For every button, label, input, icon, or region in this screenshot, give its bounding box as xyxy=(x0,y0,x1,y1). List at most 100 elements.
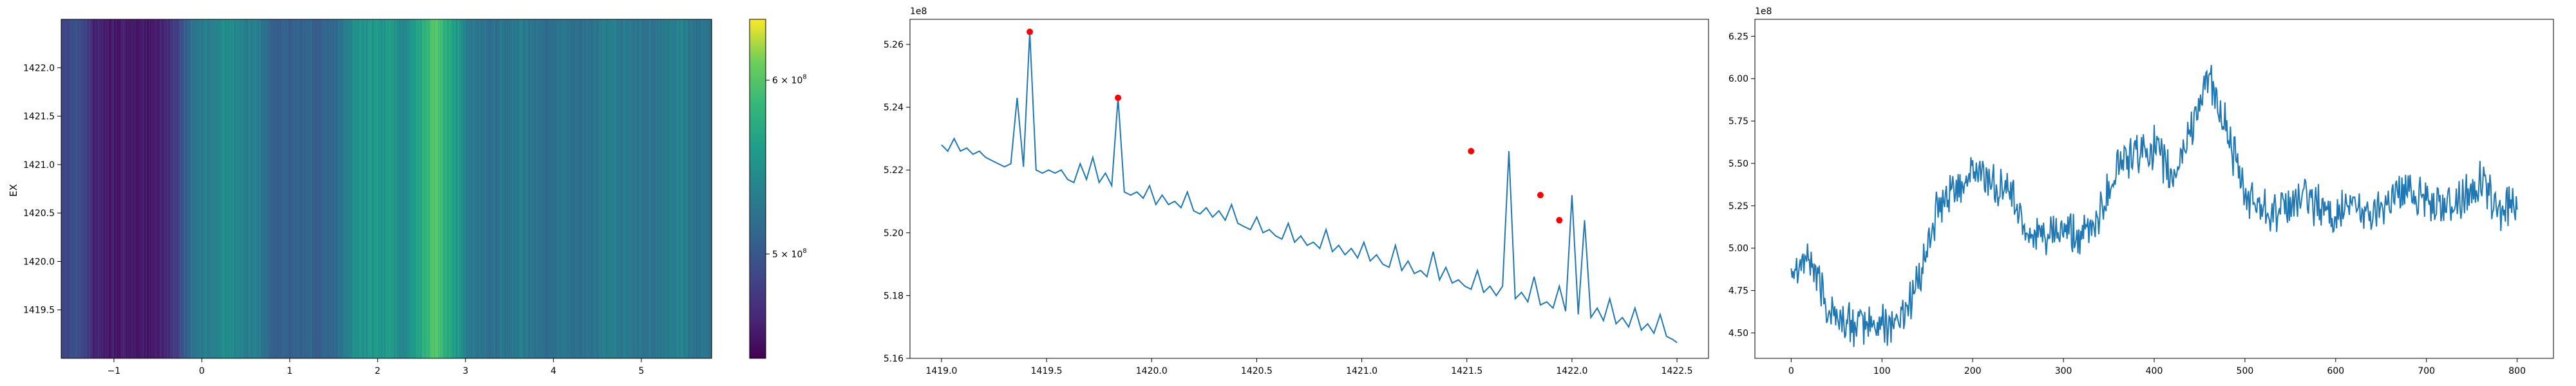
heatmap-column xyxy=(128,19,129,358)
heatmap-column xyxy=(460,19,462,358)
heatmap-column xyxy=(650,19,652,358)
heatmap-column xyxy=(642,19,644,358)
heatmap-column xyxy=(355,19,357,358)
heatmap-column xyxy=(688,19,690,358)
heatmap-column xyxy=(220,19,222,358)
heatmap-column xyxy=(404,19,405,358)
heatmap-column xyxy=(312,19,314,358)
heatmap-column xyxy=(91,19,93,358)
heatmap-column xyxy=(672,19,674,358)
heatmap-column xyxy=(321,19,323,358)
heatmap-column xyxy=(138,19,140,358)
heatmap-column xyxy=(487,19,489,358)
heatmap-x-tick-label: 4 xyxy=(551,366,556,376)
heatmap-column xyxy=(172,19,174,358)
heatmap-column xyxy=(285,19,287,358)
heatmap-column xyxy=(567,19,569,358)
heatmap-column xyxy=(90,19,91,358)
heatmap-column xyxy=(413,19,415,358)
series-x-tick-label: 0 xyxy=(1788,366,1794,376)
heatmap-column xyxy=(361,19,363,358)
peaks-x-tick-label: 1419.5 xyxy=(1031,366,1063,376)
heatmap-column xyxy=(90,19,92,358)
heatmap-column xyxy=(561,19,563,358)
heatmap-column xyxy=(63,19,65,358)
heatmap-column xyxy=(489,19,491,358)
heatmap-column xyxy=(592,19,594,358)
heatmap-panel: −1 0 1 2 3 4 5 1419.51420.01420.51421.01421.51… xyxy=(8,19,712,376)
heatmap-column xyxy=(435,19,437,358)
heatmap-column xyxy=(507,19,509,358)
heatmap-column xyxy=(71,19,73,358)
heatmap-column xyxy=(205,19,207,358)
heatmap-column xyxy=(216,19,218,358)
heatmap-column xyxy=(368,19,370,358)
heatmap-column xyxy=(421,19,422,358)
heatmap-column xyxy=(554,19,556,358)
heatmap-column xyxy=(71,19,72,358)
heatmap-column xyxy=(86,19,88,358)
heatmap-column xyxy=(182,19,184,358)
heatmap-column xyxy=(600,19,602,358)
heatmap-column xyxy=(308,19,310,358)
peak-marker xyxy=(1468,147,1475,154)
heatmap-column xyxy=(234,19,236,358)
heatmap-column xyxy=(287,19,289,358)
heatmap-column xyxy=(106,19,108,358)
heatmap-column xyxy=(705,19,706,358)
heatmap-column xyxy=(260,19,261,358)
series-x-tick-label: 800 xyxy=(2508,366,2526,376)
heatmap-column xyxy=(207,19,209,358)
heatmap-column xyxy=(424,19,426,358)
heatmap-column xyxy=(150,19,152,358)
heatmap-column xyxy=(250,19,252,358)
heatmap-column xyxy=(184,19,186,358)
heatmap-column xyxy=(472,19,473,358)
heatmap-column xyxy=(412,19,414,358)
heatmap-column xyxy=(418,19,420,358)
heatmap-column xyxy=(117,19,118,358)
heatmap-column xyxy=(436,19,438,358)
heatmap-column xyxy=(126,19,128,358)
heatmap-column xyxy=(498,19,500,358)
heatmap-column xyxy=(598,19,600,358)
heatmap-column xyxy=(551,19,553,358)
heatmap-column xyxy=(628,19,629,358)
heatmap-column xyxy=(474,19,476,358)
heatmap-column xyxy=(204,19,205,358)
heatmap-column xyxy=(506,19,507,358)
peak-marker xyxy=(1537,192,1544,199)
heatmap-column xyxy=(518,19,520,358)
heatmap-column xyxy=(299,19,301,358)
heatmap-column xyxy=(618,19,620,358)
heatmap-column xyxy=(588,19,590,358)
heatmap-column xyxy=(539,19,541,358)
heatmap-column xyxy=(337,19,339,358)
heatmap-column xyxy=(399,19,401,358)
series-offset-text: 1e8 xyxy=(1755,6,1772,17)
heatmap-column xyxy=(321,19,323,358)
heatmap-column xyxy=(431,19,433,358)
heatmap-column xyxy=(358,19,360,358)
heatmap-column xyxy=(502,19,504,358)
heatmap-column xyxy=(451,19,453,358)
heatmap-column xyxy=(530,19,532,358)
heatmap-column xyxy=(213,19,214,358)
heatmap-column xyxy=(339,19,341,358)
heatmap-column xyxy=(374,19,376,358)
colorbar-tick-label: 5 × 108 xyxy=(772,248,807,260)
heatmap-column xyxy=(388,19,390,358)
heatmap-column xyxy=(281,19,283,358)
heatmap-column xyxy=(383,19,385,358)
heatmap-column xyxy=(100,19,102,358)
heatmap-column xyxy=(281,19,283,358)
heatmap-column xyxy=(196,19,198,358)
heatmap-column xyxy=(667,19,668,358)
heatmap-column xyxy=(115,19,117,358)
heatmap-column xyxy=(549,19,551,358)
heatmap-column xyxy=(429,19,431,358)
heatmap-column xyxy=(564,19,565,358)
heatmap-column xyxy=(149,19,151,358)
peaks-series-line xyxy=(941,32,1678,344)
heatmap-column xyxy=(156,19,158,358)
